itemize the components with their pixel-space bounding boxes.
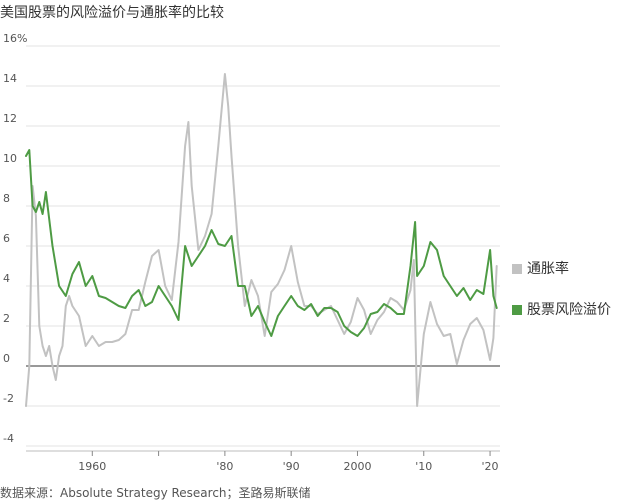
x-tick-label: '10 [415, 460, 432, 473]
chart-title: 美国股票的风险溢价与通胀率的比较 [0, 5, 224, 21]
y-tick-label: -4 [3, 432, 14, 445]
y-tick-label: 16% [3, 32, 27, 45]
x-axis-ticks: 1960 '80 '90 2000 '10 '20 [26, 450, 500, 473]
equity-risk-premium-line [25, 149, 498, 337]
series-lines [25, 73, 498, 407]
y-tick-label: 2 [3, 312, 10, 325]
x-tick-label: 1960 [78, 460, 106, 473]
y-tick-label: 8 [3, 192, 10, 205]
y-tick-label: 4 [3, 272, 10, 285]
x-tick-label: '20 [482, 460, 499, 473]
legend-label-inflation: 通胀率 [527, 261, 569, 277]
x-tick-label: '80 [216, 460, 233, 473]
x-tick-label: 2000 [343, 460, 371, 473]
y-tick-label: -2 [3, 392, 14, 405]
y-tick-label: 12 [3, 112, 17, 125]
legend-label-equity-risk-premium: 股票风险溢价 [527, 302, 611, 318]
source-note: 数据来源：Absolute Strategy Research；圣路易斯联储 [0, 486, 311, 500]
legend-swatch-inflation [512, 264, 522, 274]
y-axis-ticks: -4 -2 0 2 4 6 8 10 12 14 16% [3, 32, 27, 445]
y-tick-label: 14 [3, 72, 17, 85]
y-tick-label: 0 [3, 352, 10, 365]
y-tick-label: 10 [3, 152, 17, 165]
inflation-line [25, 73, 498, 407]
legend-swatch-equity-risk-premium [512, 305, 522, 315]
x-tick-label: '90 [283, 460, 300, 473]
y-tick-label: 6 [3, 232, 10, 245]
legend-item-equity-risk-premium: 股票风险溢价 [512, 299, 611, 319]
legend-item-inflation: 通胀率 [512, 258, 569, 278]
